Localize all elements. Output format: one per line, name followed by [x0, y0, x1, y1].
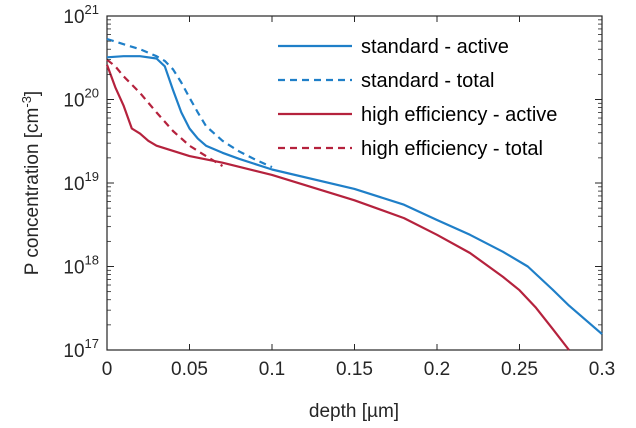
y-axis-ticks: 1017 1018 1019 1020 1021: [63, 2, 602, 362]
x-tick-label: 0.2: [424, 359, 450, 380]
series-line-2: [106, 37, 273, 169]
y-axis-title: P concentration [cm-3]: [19, 91, 43, 275]
y-tick-label: 1017: [63, 336, 99, 362]
x-tick-label: 0.05: [171, 359, 208, 380]
x-tick-label: 0: [102, 359, 113, 380]
series-line-1: [106, 55, 603, 335]
y-axis-title-close: ]: [22, 91, 43, 96]
series-layer: [105, 37, 603, 351]
x-tick-label: 0.3: [589, 359, 615, 380]
x-axis-ticks: 0 0.05 0.1 0.15 0.2 0.25 0.3: [102, 16, 615, 380]
legend-label-4: high efficiency - total: [361, 138, 543, 160]
y-axis-title-base: P concentration [cm: [22, 108, 43, 276]
y-tick-label: 1019: [63, 169, 99, 195]
legend-label-3: high efficiency - active: [361, 104, 557, 126]
legend: standard - active standard - total high ef…: [278, 36, 557, 160]
y-tick-label: 1018: [63, 253, 99, 279]
y-axis-title-superscript: -3: [19, 96, 34, 108]
x-axis-title: depth [µm]: [309, 401, 399, 422]
series-line-4: [106, 58, 224, 167]
legend-label-2: standard - total: [361, 70, 494, 92]
x-tick-label: 0.15: [336, 359, 373, 380]
y-tick-label: 1020: [63, 86, 99, 112]
legend-label-1: standard - active: [361, 36, 509, 58]
x-tick-label: 0.1: [259, 359, 285, 380]
series-line-3: [105, 64, 570, 351]
y-tick-label: 1021: [63, 2, 99, 28]
x-tick-label: 0.25: [501, 359, 538, 380]
